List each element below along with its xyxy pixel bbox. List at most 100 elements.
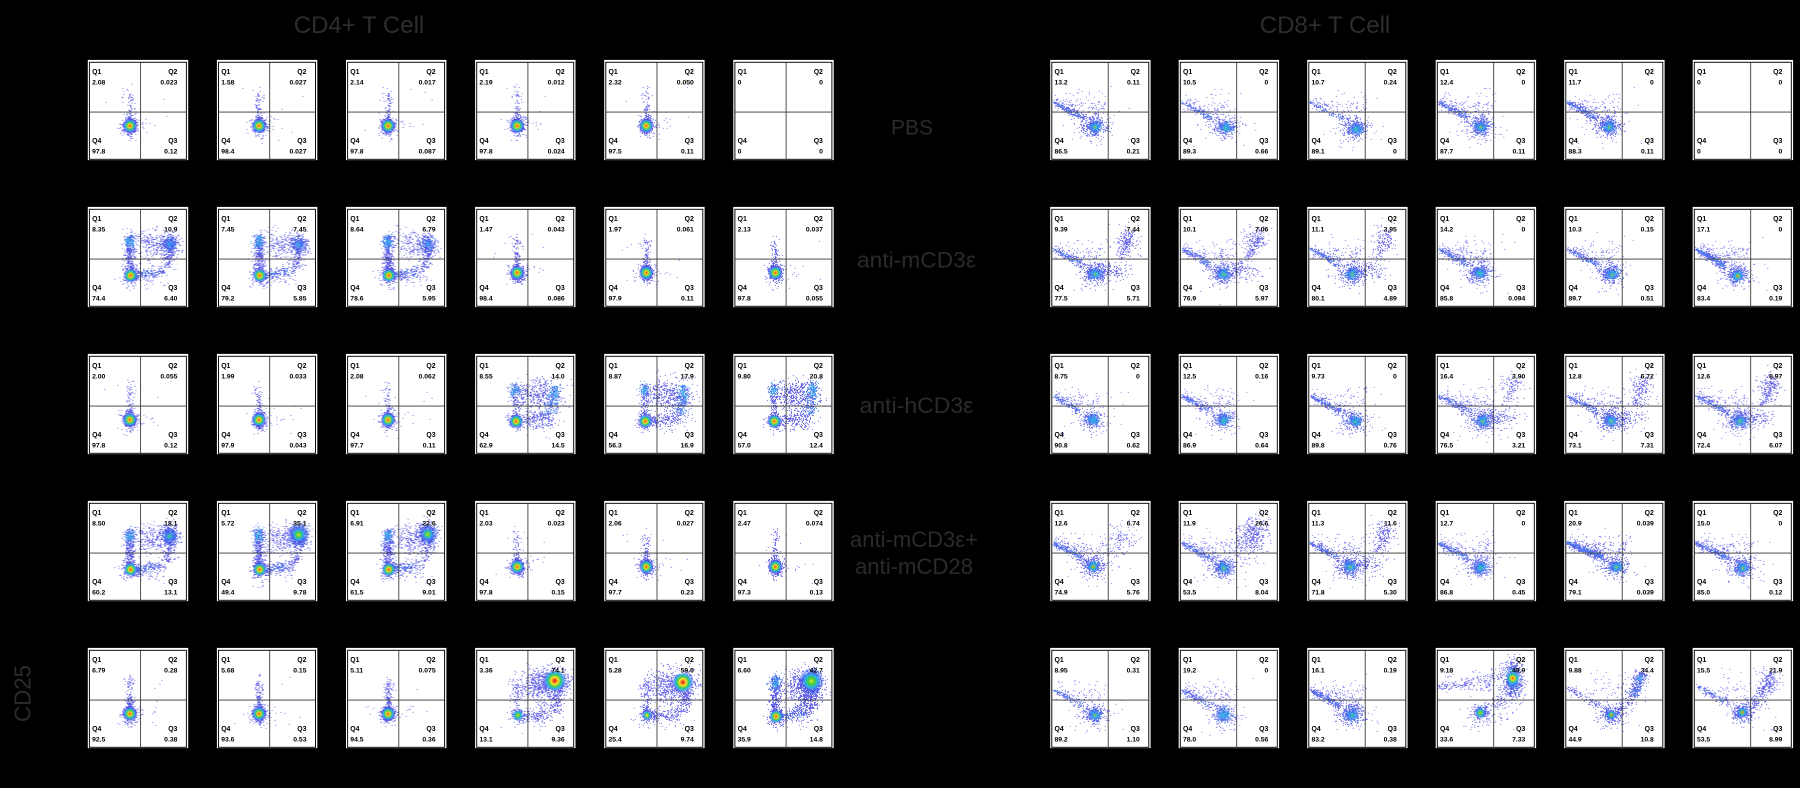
- svg-text:Q2: Q2: [1131, 69, 1140, 76]
- svg-text:Q2: Q2: [555, 216, 564, 223]
- svg-text:Q1: Q1: [1312, 657, 1321, 664]
- svg-text:97.9: 97.9: [609, 295, 622, 302]
- svg-text:anti-hCD3ε: anti-hCD3ε: [860, 393, 974, 418]
- svg-text:0.061: 0.061: [677, 226, 694, 233]
- svg-text:2.32: 2.32: [609, 79, 622, 86]
- svg-text:3.36: 3.36: [479, 667, 492, 674]
- svg-text:Q3: Q3: [555, 285, 564, 292]
- svg-text:79.2: 79.2: [221, 295, 234, 302]
- svg-text:98.4: 98.4: [221, 148, 234, 155]
- svg-text:Q2: Q2: [1773, 363, 1782, 370]
- svg-text:anti-mCD3ε+: anti-mCD3ε+: [850, 527, 978, 552]
- svg-text:Q1: Q1: [1183, 69, 1192, 76]
- svg-text:Q3: Q3: [1388, 726, 1397, 733]
- svg-text:Q4: Q4: [1312, 285, 1321, 292]
- svg-text:97.8: 97.8: [350, 148, 363, 155]
- svg-text:Q1: Q1: [1055, 363, 1064, 370]
- svg-text:Q1: Q1: [221, 69, 230, 76]
- svg-text:1.10: 1.10: [1127, 736, 1140, 743]
- svg-text:0.15: 0.15: [551, 589, 564, 596]
- svg-text:0: 0: [1522, 79, 1526, 86]
- svg-text:2.08: 2.08: [350, 373, 363, 380]
- svg-text:Q2: Q2: [555, 510, 564, 517]
- svg-text:Q3: Q3: [168, 138, 177, 145]
- svg-text:12.8: 12.8: [1569, 373, 1582, 380]
- svg-text:97.3: 97.3: [738, 589, 751, 596]
- svg-text:Q3: Q3: [685, 432, 694, 439]
- svg-text:0.15: 0.15: [293, 667, 306, 674]
- svg-text:Q2: Q2: [1773, 510, 1782, 517]
- svg-text:Q2: Q2: [555, 363, 564, 370]
- svg-text:Q4: Q4: [479, 432, 488, 439]
- svg-text:15.5: 15.5: [1697, 667, 1710, 674]
- svg-text:44.9: 44.9: [1569, 736, 1582, 743]
- svg-text:97.8: 97.8: [738, 295, 751, 302]
- svg-text:9.80: 9.80: [738, 373, 751, 380]
- svg-text:74.1: 74.1: [551, 667, 564, 674]
- svg-text:2.14: 2.14: [350, 79, 363, 86]
- svg-text:Q4: Q4: [1183, 579, 1192, 586]
- svg-text:Q3: Q3: [685, 138, 694, 145]
- svg-text:7.33: 7.33: [1512, 736, 1525, 743]
- svg-text:6.79: 6.79: [92, 667, 105, 674]
- svg-text:13.1: 13.1: [164, 589, 177, 596]
- svg-text:53.5: 53.5: [1697, 736, 1710, 743]
- svg-text:97.7: 97.7: [609, 589, 622, 596]
- svg-text:97.8: 97.8: [92, 148, 105, 155]
- svg-text:8.50: 8.50: [92, 520, 105, 527]
- svg-text:61.5: 61.5: [350, 589, 363, 596]
- svg-text:Q3: Q3: [814, 726, 823, 733]
- svg-text:78.6: 78.6: [350, 295, 363, 302]
- svg-text:Q1: Q1: [1440, 510, 1449, 517]
- svg-text:Q3: Q3: [1516, 285, 1525, 292]
- svg-text:11.7: 11.7: [1569, 79, 1582, 86]
- svg-text:Q4: Q4: [1183, 432, 1192, 439]
- svg-text:74.9: 74.9: [1055, 589, 1068, 596]
- svg-text:5.30: 5.30: [1384, 589, 1397, 596]
- svg-text:86.8: 86.8: [1440, 589, 1453, 596]
- svg-text:Q4: Q4: [1183, 726, 1192, 733]
- svg-text:97.8: 97.8: [479, 589, 492, 596]
- svg-text:Q4: Q4: [1312, 579, 1321, 586]
- svg-text:6.74: 6.74: [1127, 520, 1140, 527]
- svg-text:9.01: 9.01: [422, 589, 435, 596]
- svg-text:Q3: Q3: [1773, 138, 1782, 145]
- svg-text:0: 0: [1265, 667, 1269, 674]
- svg-text:Q4: Q4: [609, 138, 618, 145]
- svg-text:Q4: Q4: [92, 138, 101, 145]
- svg-text:89.2: 89.2: [1055, 736, 1068, 743]
- svg-text:Q3: Q3: [1645, 138, 1654, 145]
- svg-text:Q1: Q1: [479, 510, 488, 517]
- svg-text:35.9: 35.9: [738, 736, 751, 743]
- svg-text:Q4: Q4: [1055, 285, 1064, 292]
- svg-text:74.4: 74.4: [92, 295, 105, 302]
- svg-text:Q1: Q1: [609, 216, 618, 223]
- svg-text:18.1: 18.1: [164, 520, 177, 527]
- svg-text:0: 0: [819, 148, 823, 155]
- svg-text:0.033: 0.033: [289, 373, 306, 380]
- svg-text:Q1: Q1: [479, 363, 488, 370]
- svg-text:Q2: Q2: [1516, 510, 1525, 517]
- svg-text:Q2: Q2: [1131, 216, 1140, 223]
- svg-text:Q3: Q3: [1645, 285, 1654, 292]
- svg-text:0.19: 0.19: [1769, 295, 1782, 302]
- svg-text:10.9: 10.9: [164, 226, 177, 233]
- svg-text:Q4: Q4: [609, 579, 618, 586]
- svg-text:Q1: Q1: [479, 657, 488, 664]
- svg-text:60.2: 60.2: [92, 589, 105, 596]
- svg-text:Q2: Q2: [555, 69, 564, 76]
- svg-text:14.8: 14.8: [810, 736, 823, 743]
- svg-text:87.7: 87.7: [1440, 148, 1453, 155]
- svg-text:Q3: Q3: [1259, 726, 1268, 733]
- svg-text:13.2: 13.2: [1055, 79, 1068, 86]
- svg-text:Q4: Q4: [1569, 285, 1578, 292]
- svg-text:Q4: Q4: [350, 579, 359, 586]
- svg-text:85.0: 85.0: [1697, 589, 1710, 596]
- svg-text:17.1: 17.1: [1697, 226, 1710, 233]
- svg-text:0.16: 0.16: [1255, 373, 1268, 380]
- svg-text:Q1: Q1: [1055, 657, 1064, 664]
- svg-text:8.95: 8.95: [1055, 667, 1068, 674]
- svg-text:0: 0: [738, 148, 742, 155]
- svg-text:0.24: 0.24: [1384, 79, 1397, 86]
- svg-text:20.9: 20.9: [1569, 520, 1582, 527]
